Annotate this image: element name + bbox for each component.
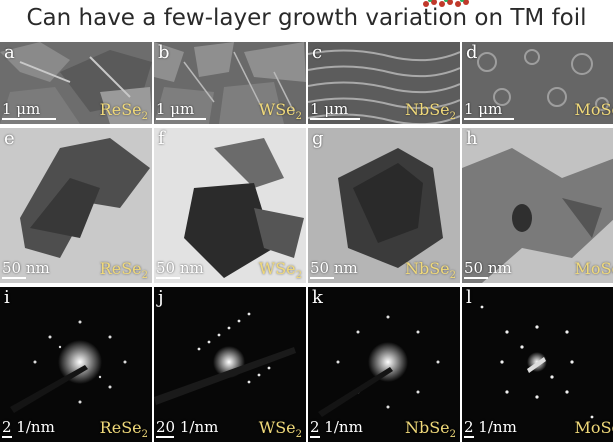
sem-panel-b: b 1 μm WSe2 (154, 42, 306, 124)
material-label: WSe2 (258, 258, 302, 281)
saed-panel-k: k 2 1/nm NbSe2 (308, 287, 460, 442)
scale-label: 1 μm (464, 100, 503, 118)
saed-panel-i: i 2 1/nm ReSe2 (0, 287, 152, 442)
sem-texture-a (0, 42, 152, 124)
panel-letter: b (158, 42, 170, 63)
saed-pattern-k (318, 315, 440, 417)
saed-pattern-l (480, 305, 594, 419)
panel-letter: l (466, 287, 472, 308)
scale-bar (310, 277, 334, 279)
tem-panel-g: g 50 nm NbSe2 (308, 128, 460, 283)
scale-label: 1 μm (310, 100, 349, 118)
panel-letter: i (4, 287, 10, 308)
tem-flake-h (462, 128, 613, 283)
scale-bar (2, 118, 56, 120)
sem-texture-d (462, 42, 613, 124)
scale-label: 2 1/nm (2, 418, 55, 436)
material-label: NbSe2 (404, 417, 456, 440)
scale-label: 1 μm (156, 100, 195, 118)
scale-label: 50 nm (464, 259, 512, 277)
panel-letter: a (4, 42, 15, 63)
saed-pattern-i (10, 320, 127, 413)
scale-label: 50 nm (310, 259, 358, 277)
material-label: ReSe2 (99, 417, 148, 440)
tem-flake-g (308, 128, 460, 283)
scale-bar (310, 118, 360, 120)
sem-panel-a: a 1 μm ReSe2 (0, 42, 152, 124)
material-label: NbSe2 (404, 258, 456, 281)
panel-letter: k (312, 287, 323, 308)
panel-letter: g (312, 128, 324, 149)
tem-panel-e: e 50 nm ReSe2 (0, 128, 152, 283)
panel-letter: h (466, 128, 478, 149)
panel-letter: c (312, 42, 323, 63)
scale-bar (2, 436, 12, 438)
molecule-decoration-icon (423, 0, 469, 7)
scale-bar (464, 277, 488, 279)
panel-letter: d (466, 42, 478, 63)
scale-label: 2 1/nm (464, 418, 517, 436)
sem-panel-c: c 1 μm NbSe2 (308, 42, 460, 124)
tem-flake-e (0, 128, 152, 283)
scale-label: 2 1/nm (310, 418, 363, 436)
figure-title: Can have a few-layer growth variation on… (26, 5, 587, 31)
panel-letter: j (158, 287, 164, 308)
material-label: ReSe2 (99, 99, 148, 122)
scale-label: 50 nm (156, 259, 204, 277)
panel-letter: e (4, 128, 15, 149)
material-label: WSe2 (258, 99, 302, 122)
material-label: ReSe2 (99, 258, 148, 281)
scale-label: 1 μm (2, 100, 41, 118)
sem-texture-b (154, 42, 306, 124)
scale-label: 50 nm (2, 259, 50, 277)
scale-bar (156, 436, 174, 438)
tem-panel-f: f 50 nm WSe2 (154, 128, 306, 283)
saed-pattern-j (154, 312, 296, 405)
scale-bar (156, 118, 206, 120)
material-label: WSe2 (258, 417, 302, 440)
saed-panel-j: j 20 1/nm WSe2 (154, 287, 306, 442)
material-label: NbSe2 (404, 99, 456, 122)
scale-bar (464, 436, 474, 438)
tem-flake-f (154, 128, 306, 283)
scale-bar (464, 118, 514, 120)
scale-bar (310, 436, 320, 438)
scale-label: 20 1/nm (156, 418, 219, 436)
scale-bar (156, 277, 180, 279)
micrograph-grid: a 1 μm ReSe2 b 1 μm WSe2 c 1 μm NbSe2 (0, 42, 613, 446)
scale-bar (2, 277, 26, 279)
sem-texture-c (308, 42, 460, 124)
panel-letter: f (158, 128, 165, 149)
